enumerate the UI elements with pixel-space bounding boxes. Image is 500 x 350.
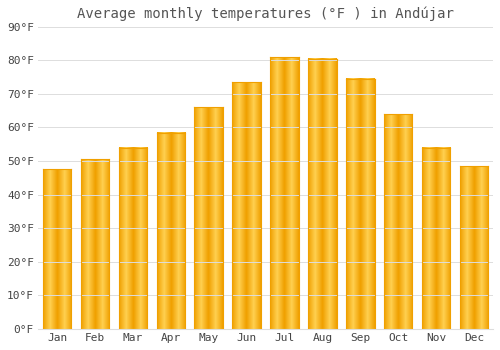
- Title: Average monthly temperatures (°F ) in Andújar: Average monthly temperatures (°F ) in An…: [77, 7, 454, 21]
